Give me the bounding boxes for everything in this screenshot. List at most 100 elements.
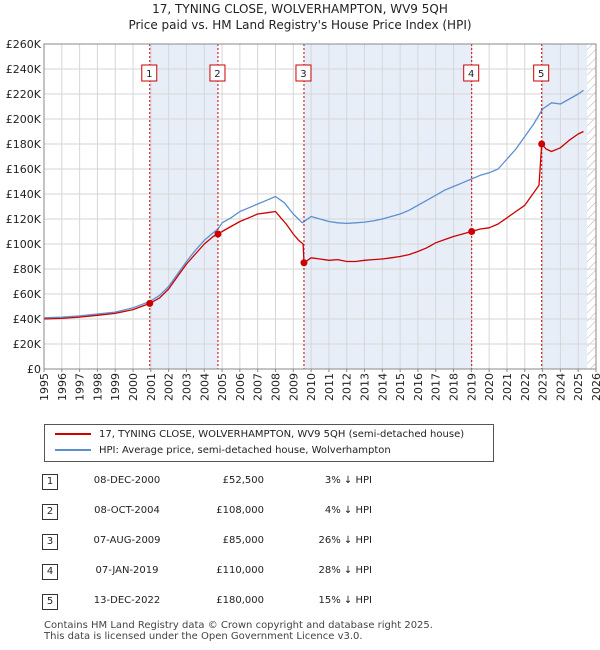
transaction-hpi-diff: 26% ↓ HPI <box>318 535 372 546</box>
x-tick-label: 2003 <box>180 373 193 401</box>
x-tick-label: 2001 <box>145 373 158 401</box>
plot-frame <box>43 43 597 370</box>
transaction-hpi-diff: 28% ↓ HPI <box>318 565 372 576</box>
x-tick-label: 2009 <box>287 373 300 401</box>
y-tick-label: £20K <box>13 338 42 351</box>
transaction-date: 08-OCT-2004 <box>94 505 160 516</box>
transaction-date: 13-DEC-2022 <box>93 595 161 606</box>
transaction-number-badge: 2 <box>42 504 58 520</box>
hatched-projection-area <box>587 44 596 369</box>
x-tick-label: 2016 <box>412 373 425 401</box>
table-row: 1 08-DEC-2000 £52,500 3% ↓ HPI <box>42 470 382 500</box>
shaded-period <box>303 44 472 369</box>
table-row: 5 13-DEC-2022 £180,000 15% ↓ HPI <box>42 590 382 620</box>
y-tick-label: £60K <box>13 288 42 301</box>
transaction-number-badge: 4 <box>42 564 58 580</box>
x-tick-label: 2002 <box>163 373 176 401</box>
transaction-marker-box <box>295 64 312 82</box>
legend-property-swatch <box>55 433 91 435</box>
x-tick-label: 2017 <box>430 373 443 401</box>
transaction-marker-label: 1 <box>146 69 152 80</box>
x-tick-label: 2026 <box>590 373 600 401</box>
table-row: 2 08-OCT-2004 £108,000 4% ↓ HPI <box>42 500 382 530</box>
y-tick-label: £0 <box>27 363 41 376</box>
x-tick-label: 2023 <box>537 373 550 401</box>
transaction-hpi-diff: 15% ↓ HPI <box>318 595 372 606</box>
transaction-date: 08-DEC-2000 <box>93 475 161 486</box>
transaction-number-badge: 3 <box>42 534 58 550</box>
footer-note: Contains HM Land Registry data © Crown c… <box>44 620 433 642</box>
property-series-line <box>43 130 584 320</box>
transaction-marker-box <box>141 64 158 82</box>
transaction-price: £180,000 <box>216 595 264 606</box>
transaction-hpi-diff: 4% ↓ HPI <box>324 505 372 516</box>
transaction-date: 07-AUG-2009 <box>93 535 161 546</box>
legend-hpi-label: HPI: Average price, semi-detached house,… <box>99 445 391 456</box>
transactions-table: 1 08-DEC-2000 £52,500 3% ↓ HPI 2 08-OCT-… <box>42 470 382 620</box>
footer-licence: This data is licensed under the Open Gov… <box>44 631 363 642</box>
transaction-marker-box <box>533 64 550 82</box>
x-tick-label: 1998 <box>91 373 104 401</box>
shaded-period <box>149 44 218 369</box>
x-tick-label: 2013 <box>359 373 372 401</box>
chart-subtitle: Price paid vs. HM Land Registry's House … <box>128 18 472 32</box>
hpi-series-line <box>43 89 584 319</box>
y-tick-label: £180K <box>6 138 42 151</box>
transaction-point <box>146 299 154 307</box>
transaction-point <box>300 259 308 267</box>
y-tick-label: £220K <box>6 88 42 101</box>
y-tick-label: £140K <box>6 188 42 201</box>
x-tick-label: 2010 <box>305 373 318 401</box>
transaction-price: £110,000 <box>216 565 264 576</box>
y-tick-label: £260K <box>6 38 42 51</box>
x-tick-label: 2000 <box>127 373 140 401</box>
x-tick-label: 2024 <box>554 373 567 401</box>
footer-copyright: Contains HM Land Registry data © Crown c… <box>44 620 433 631</box>
transaction-marker-label: 3 <box>300 69 306 80</box>
x-tick-label: 2018 <box>448 373 461 401</box>
x-tick-label: 1996 <box>56 373 69 401</box>
shaded-period <box>541 44 588 369</box>
x-tick-label: 2014 <box>376 373 389 401</box>
transaction-price: £85,000 <box>222 535 264 546</box>
transaction-marker-label: 5 <box>538 69 544 80</box>
transaction-point <box>468 228 476 235</box>
x-tick-label: 2022 <box>519 373 532 401</box>
transaction-point <box>214 230 222 238</box>
transaction-point <box>538 140 546 148</box>
x-tick-label: 2015 <box>394 373 407 401</box>
legend-hpi-swatch <box>55 449 91 451</box>
x-tick-label: 2020 <box>483 373 496 401</box>
transaction-marker-label: 4 <box>468 69 474 80</box>
y-tick-label: £160K <box>6 163 42 176</box>
chart-title: 17, TYNING CLOSE, WOLVERHAMPTON, WV9 5QH <box>152 2 448 16</box>
transaction-marker-box <box>463 64 480 82</box>
x-tick-label: 2008 <box>269 373 282 401</box>
transaction-price: £52,500 <box>222 475 264 486</box>
x-tick-label: 2025 <box>572 373 585 401</box>
y-tick-label: £120K <box>6 213 42 226</box>
y-tick-label: £80K <box>13 263 42 276</box>
transaction-hpi-diff: 3% ↓ HPI <box>324 475 372 486</box>
x-tick-label: 2004 <box>198 373 211 401</box>
y-tick-label: £200K <box>6 113 42 126</box>
x-tick-label: 2011 <box>323 373 336 401</box>
x-tick-label: 1995 <box>38 373 51 401</box>
x-tick-label: 2007 <box>252 373 265 401</box>
y-tick-label: £40K <box>13 313 42 326</box>
legend-property-label: 17, TYNING CLOSE, WOLVERHAMPTON, WV9 5QH… <box>99 429 465 440</box>
y-tick-label: £240K <box>6 63 42 76</box>
transaction-price: £108,000 <box>216 505 264 516</box>
x-tick-label: 1997 <box>74 373 87 401</box>
legend-item-hpi: HPI: Average price, semi-detached house,… <box>55 443 391 459</box>
y-tick-label: £100K <box>6 238 42 251</box>
x-tick-label: 2005 <box>216 373 229 401</box>
x-tick-label: 2019 <box>465 373 478 401</box>
x-tick-label: 1999 <box>109 373 122 401</box>
transaction-number-badge: 1 <box>42 474 58 490</box>
legend: 17, TYNING CLOSE, WOLVERHAMPTON, WV9 5QH… <box>44 424 494 462</box>
x-tick-label: 2012 <box>341 373 354 401</box>
x-tick-label: 2021 <box>501 373 514 401</box>
x-tick-label: 2006 <box>234 373 247 401</box>
table-row: 3 07-AUG-2009 £85,000 26% ↓ HPI <box>42 530 382 560</box>
